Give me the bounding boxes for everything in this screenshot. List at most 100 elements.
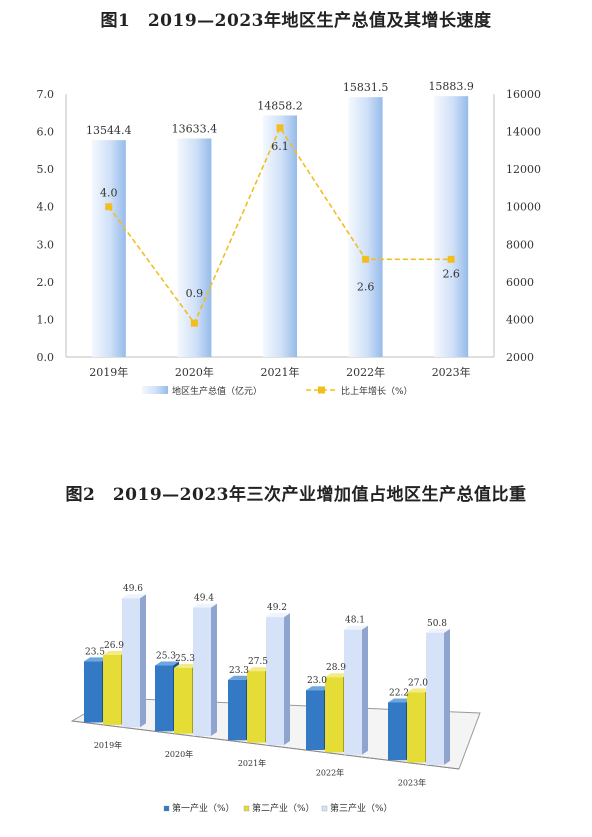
growth-line <box>108 126 452 325</box>
gdp-bar <box>91 140 126 357</box>
tertiary-bar-side <box>444 628 450 765</box>
right-tick-label: 12000 <box>506 163 541 176</box>
gdp-bar <box>263 115 297 358</box>
x-tick-label: 2019年 <box>94 740 122 750</box>
right-tick-label: 2000 <box>506 351 534 364</box>
tertiary-bar-front <box>426 632 444 765</box>
right-tick-label: 16000 <box>506 88 541 101</box>
primary-bar-front <box>84 661 102 723</box>
share-label: 27.5 <box>248 657 268 667</box>
x-tick-label: 2022年 <box>316 767 344 777</box>
chart2-title: 图2 2019—2023年三次产业增加值占地区生产总值比重 <box>65 485 527 505</box>
secondary-bar-front <box>174 667 192 734</box>
growth-marker <box>105 203 113 211</box>
growth-marker <box>190 319 198 327</box>
gdp-bar-label: 15831.5 <box>343 81 389 94</box>
share-label: 23.5 <box>85 647 105 657</box>
share-label: 49.2 <box>267 603 287 613</box>
primary-bar-front <box>155 665 173 732</box>
share-label: 25.3 <box>175 654 195 664</box>
left-tick-label: 4.0 <box>37 201 55 214</box>
tertiary-bar-top <box>266 613 290 618</box>
growth-label: 2.6 <box>357 280 375 293</box>
secondary-bar-front <box>103 654 121 725</box>
legend-label-secondary-bar: 第二产业（%） <box>252 802 315 814</box>
share-label: 28.9 <box>326 663 346 673</box>
secondary-bar-top <box>174 663 198 668</box>
legend-swatch-tertiary-bar <box>321 805 328 812</box>
secondary-bar-top <box>325 673 349 678</box>
secondary-bar-front <box>247 671 265 743</box>
primary-bar-top <box>388 698 412 703</box>
tertiary-bar-side <box>211 603 217 737</box>
growth-label: 0.9 <box>186 287 204 300</box>
x-tick-label: 2022年 <box>346 365 385 379</box>
tertiary-bar-front <box>122 598 140 728</box>
legend-label-tertiary-bar: 第三产业（%） <box>330 802 393 814</box>
share-label: 22.2 <box>389 688 409 698</box>
tertiary-bar-side <box>140 594 146 728</box>
tertiary-bar-top <box>344 625 368 630</box>
tertiary-bar-side <box>362 625 368 755</box>
x-tick-label: 2023年 <box>398 778 426 788</box>
primary-bar-top <box>306 686 330 691</box>
tertiary-bar <box>266 613 290 746</box>
gdp-growth-chart: 0.0 1.0 2.0 3.0 4.0 5.0 6.0 7.0 2000 4000 6000 8000… <box>37 80 542 397</box>
share-label: 25.3 <box>156 652 176 662</box>
tertiary-bar-front <box>266 617 284 746</box>
gdp-bar-label: 13633.4 <box>172 122 218 135</box>
legend-label-gdp: 地区生产总值（亿元） <box>172 385 262 397</box>
x-tick-label: 2019年 <box>89 365 128 379</box>
primary-bar-front <box>228 679 246 741</box>
floor-front-edge <box>71 720 460 770</box>
gdp-bar-label: 15883.9 <box>428 80 474 93</box>
left-tick-label: 1.0 <box>37 313 55 326</box>
share-label: 26.9 <box>104 641 124 651</box>
right-tick-label: 8000 <box>506 238 534 251</box>
right-tick-label: 10000 <box>506 201 541 214</box>
tertiary-bar-side <box>284 613 290 746</box>
legend-swatch-gdp <box>142 386 168 394</box>
x-tick-label: 2020年 <box>165 749 193 759</box>
right-tick-label: 6000 <box>506 276 534 289</box>
tertiary-bar-top <box>193 603 217 608</box>
x-tick-label: 2020年 <box>175 365 214 379</box>
secondary-bar-front <box>325 677 343 753</box>
gdp-bar-label: 14858.2 <box>257 99 303 112</box>
tertiary-bar-front <box>344 629 362 755</box>
share-label: 23.3 <box>229 666 249 676</box>
secondary-bar-top <box>247 667 271 672</box>
growth-marker <box>447 255 455 263</box>
primary-bar-top <box>84 657 108 662</box>
secondary-bar-top <box>103 650 127 655</box>
share-label: 23.0 <box>307 676 327 686</box>
primary-bar-top <box>155 661 179 666</box>
gdp-bar <box>348 97 383 357</box>
tertiary-bar <box>193 603 217 737</box>
x-tick-label: 2021年 <box>261 365 300 379</box>
secondary-bar-front <box>407 692 425 763</box>
growth-label: 6.1 <box>271 140 289 153</box>
tertiary-bar <box>122 594 146 728</box>
secondary-bar-top <box>407 688 431 693</box>
chart1-title: 图1 2019—2023年地区生产总值及其增长速度 <box>100 11 492 31</box>
legend-label-primary-bar: 第一产业（%） <box>172 802 235 814</box>
left-tick-label: 0.0 <box>37 351 55 364</box>
tertiary-bar-top <box>426 628 450 633</box>
x-tick-label: 2023年 <box>432 365 471 379</box>
tertiary-bar <box>344 625 368 755</box>
gdp-bar-label: 13544.4 <box>86 124 132 137</box>
left-tick-label: 3.0 <box>37 238 55 251</box>
share-label: 27.0 <box>408 678 428 688</box>
right-tick-label: 14000 <box>506 126 541 139</box>
primary-bar-front <box>306 690 324 751</box>
growth-label: 2.6 <box>442 267 460 280</box>
right-tick-label: 4000 <box>506 313 534 326</box>
tertiary-bar-front <box>193 607 211 737</box>
legend-swatch-growth-marker <box>318 386 325 394</box>
left-tick-label: 7.0 <box>37 88 55 101</box>
gdp-bar <box>434 96 469 357</box>
growth-marker <box>362 255 370 263</box>
legend-swatch-secondary-bar <box>243 805 250 812</box>
